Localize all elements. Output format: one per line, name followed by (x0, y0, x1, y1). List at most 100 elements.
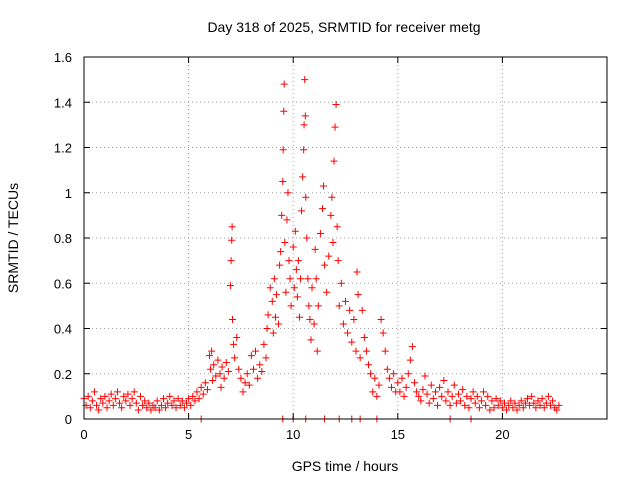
data-point (183, 399, 191, 407)
data-point (301, 76, 309, 84)
data-point (490, 404, 498, 412)
data-point (344, 329, 352, 337)
data-point (492, 395, 500, 403)
data-point (480, 388, 488, 396)
data-point (130, 388, 138, 396)
data-point (463, 392, 471, 400)
data-point (509, 404, 517, 412)
data-point (97, 395, 105, 403)
data-point (544, 392, 552, 400)
data-point (505, 401, 513, 409)
data-point (280, 80, 288, 88)
data-point (547, 401, 555, 409)
data-point (469, 388, 477, 396)
data-point (208, 347, 216, 355)
data-point (134, 406, 142, 414)
data-point (540, 404, 548, 412)
data-point (299, 173, 307, 181)
data-point (90, 388, 98, 396)
data-point (218, 363, 226, 371)
y-tick-label: 0.6 (54, 276, 72, 291)
data-point (542, 399, 550, 407)
data-point (454, 390, 462, 398)
data-series-srmtid (80, 76, 563, 423)
data-point (191, 397, 199, 405)
data-point (532, 404, 540, 412)
data-point (352, 347, 360, 355)
data-point (553, 406, 561, 414)
data-point (320, 182, 328, 190)
data-point (176, 401, 184, 409)
data-point (442, 397, 450, 405)
data-point (440, 377, 448, 385)
data-point (429, 395, 437, 403)
data-point (230, 340, 238, 348)
data-point (153, 397, 161, 405)
data-point (124, 390, 132, 398)
data-point (323, 288, 331, 296)
data-point (226, 282, 234, 290)
data-point (291, 227, 299, 235)
data-point (358, 306, 366, 314)
data-point (496, 397, 504, 405)
data-point (162, 404, 170, 412)
data-point (450, 381, 458, 389)
data-point (210, 361, 218, 369)
data-point (306, 315, 314, 323)
data-point (195, 395, 203, 403)
data-point (436, 383, 444, 391)
data-point (448, 392, 456, 400)
data-point (444, 388, 452, 396)
data-point (332, 101, 340, 109)
data-point (411, 379, 419, 387)
data-point (172, 404, 180, 412)
data-point (301, 112, 309, 120)
data-point (404, 370, 412, 378)
data-point (498, 404, 506, 412)
data-point (373, 392, 381, 400)
data-point (388, 383, 396, 391)
data-point (99, 399, 107, 407)
data-point (258, 367, 266, 375)
data-point (406, 356, 414, 364)
data-point (305, 302, 313, 310)
data-point (233, 334, 241, 342)
data-point (356, 354, 364, 362)
data-point (375, 381, 383, 389)
data-point (313, 347, 321, 355)
data-point (318, 205, 326, 213)
data-point (536, 401, 544, 409)
data-point (275, 320, 283, 328)
y-tick-label: 0.8 (54, 231, 72, 246)
data-point (287, 302, 295, 310)
data-point (217, 383, 225, 391)
data-point (507, 397, 515, 405)
data-point (269, 329, 277, 337)
data-point (249, 365, 257, 373)
data-point (530, 399, 538, 407)
data-point (555, 401, 563, 409)
data-point (486, 406, 494, 414)
data-point (365, 361, 373, 369)
data-point (431, 388, 439, 396)
data-point (423, 390, 431, 398)
data-point (224, 367, 232, 375)
data-point (292, 266, 300, 274)
data-point (116, 399, 124, 407)
data-point (353, 268, 361, 276)
data-point (279, 177, 287, 185)
data-point (438, 392, 446, 400)
data-point (206, 352, 214, 360)
data-point (132, 399, 140, 407)
data-point (517, 397, 525, 405)
data-point (354, 291, 362, 299)
data-point (297, 275, 305, 283)
data-point (139, 401, 147, 409)
data-point (419, 386, 427, 394)
data-point (263, 325, 271, 332)
data-point (227, 257, 235, 265)
data-point (247, 352, 255, 360)
data-point (396, 388, 404, 396)
data-point (421, 372, 429, 380)
chart-title: Day 318 of 2025, SRMTID for receiver met… (207, 19, 480, 35)
